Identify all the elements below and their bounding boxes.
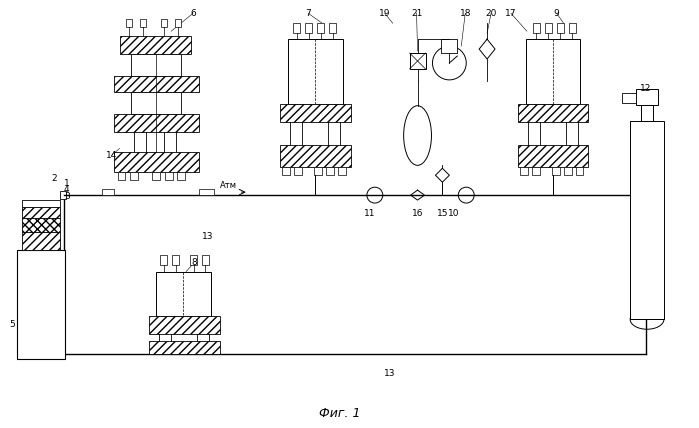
Ellipse shape bbox=[403, 106, 431, 165]
Circle shape bbox=[459, 187, 474, 203]
Circle shape bbox=[433, 46, 466, 80]
Bar bbox=[552, 167, 560, 175]
Text: 16: 16 bbox=[412, 208, 424, 217]
Bar bbox=[190, 255, 197, 265]
Text: 4: 4 bbox=[64, 184, 70, 193]
Text: 21: 21 bbox=[411, 9, 422, 18]
Text: 3: 3 bbox=[64, 192, 70, 201]
Bar bbox=[326, 167, 334, 175]
Bar bbox=[131, 172, 138, 180]
Bar bbox=[526, 39, 580, 104]
Circle shape bbox=[367, 187, 383, 203]
Circle shape bbox=[124, 79, 134, 89]
Bar bbox=[280, 104, 351, 122]
Bar bbox=[545, 23, 552, 33]
Text: 2: 2 bbox=[51, 174, 57, 183]
Bar bbox=[294, 23, 301, 33]
Bar bbox=[338, 167, 346, 175]
Bar bbox=[441, 39, 457, 53]
Bar bbox=[329, 23, 336, 33]
Circle shape bbox=[178, 118, 188, 128]
Bar bbox=[410, 53, 426, 69]
Bar bbox=[630, 121, 664, 319]
Bar bbox=[280, 146, 351, 167]
Text: 7: 7 bbox=[305, 9, 311, 18]
Text: 15: 15 bbox=[437, 208, 448, 217]
Text: 9: 9 bbox=[554, 9, 559, 18]
Bar bbox=[157, 272, 211, 316]
Bar bbox=[22, 232, 60, 250]
Bar bbox=[556, 23, 563, 33]
Circle shape bbox=[151, 79, 161, 89]
Bar bbox=[120, 36, 191, 54]
Ellipse shape bbox=[630, 309, 664, 329]
Bar bbox=[563, 167, 572, 175]
Circle shape bbox=[151, 118, 161, 128]
Bar bbox=[641, 105, 653, 121]
Bar bbox=[17, 250, 65, 359]
Bar bbox=[575, 167, 584, 175]
Circle shape bbox=[124, 118, 134, 128]
Text: 8: 8 bbox=[191, 258, 197, 267]
Bar bbox=[160, 255, 167, 265]
Bar bbox=[117, 172, 125, 180]
Bar bbox=[22, 218, 60, 232]
Bar bbox=[131, 54, 181, 76]
Bar bbox=[113, 114, 199, 131]
Circle shape bbox=[178, 79, 188, 89]
Text: 14: 14 bbox=[106, 151, 117, 160]
Text: 11: 11 bbox=[364, 208, 375, 217]
Text: 1: 1 bbox=[64, 179, 70, 188]
Text: 18: 18 bbox=[459, 9, 471, 18]
Bar bbox=[60, 191, 66, 199]
Bar bbox=[533, 23, 540, 33]
Bar bbox=[172, 255, 179, 265]
Bar bbox=[202, 255, 209, 265]
Bar bbox=[518, 146, 589, 167]
Bar bbox=[161, 19, 167, 27]
Text: 19: 19 bbox=[379, 9, 391, 18]
Bar bbox=[518, 104, 589, 122]
Bar bbox=[532, 167, 540, 175]
Text: 17: 17 bbox=[505, 9, 517, 18]
Bar bbox=[520, 167, 528, 175]
Bar bbox=[177, 172, 185, 180]
Bar bbox=[152, 172, 160, 180]
Bar bbox=[140, 19, 146, 27]
Text: Фиг. 1: Фиг. 1 bbox=[319, 407, 361, 420]
Bar bbox=[165, 172, 173, 180]
Text: 6: 6 bbox=[190, 9, 196, 18]
Text: 12: 12 bbox=[640, 84, 651, 93]
Bar bbox=[199, 189, 214, 195]
Bar bbox=[317, 23, 324, 33]
Bar bbox=[22, 200, 60, 207]
Bar bbox=[289, 39, 343, 104]
Bar bbox=[150, 341, 220, 354]
Bar bbox=[282, 167, 290, 175]
Bar bbox=[175, 19, 181, 27]
Bar bbox=[636, 89, 658, 105]
Bar bbox=[113, 152, 199, 172]
Bar bbox=[315, 167, 322, 175]
Bar bbox=[113, 76, 199, 92]
Bar bbox=[101, 189, 113, 195]
Bar bbox=[22, 207, 60, 218]
Bar bbox=[568, 23, 575, 33]
Text: 10: 10 bbox=[447, 208, 459, 217]
Text: 5: 5 bbox=[9, 320, 15, 329]
Bar bbox=[127, 19, 132, 27]
Bar bbox=[622, 93, 636, 103]
Bar bbox=[294, 167, 302, 175]
Text: Атм: Атм bbox=[220, 181, 237, 190]
Text: 13: 13 bbox=[384, 369, 396, 378]
Text: 20: 20 bbox=[485, 9, 497, 18]
Text: 13: 13 bbox=[202, 232, 214, 241]
Bar bbox=[305, 23, 312, 33]
Bar bbox=[131, 92, 181, 114]
Bar bbox=[150, 316, 220, 334]
